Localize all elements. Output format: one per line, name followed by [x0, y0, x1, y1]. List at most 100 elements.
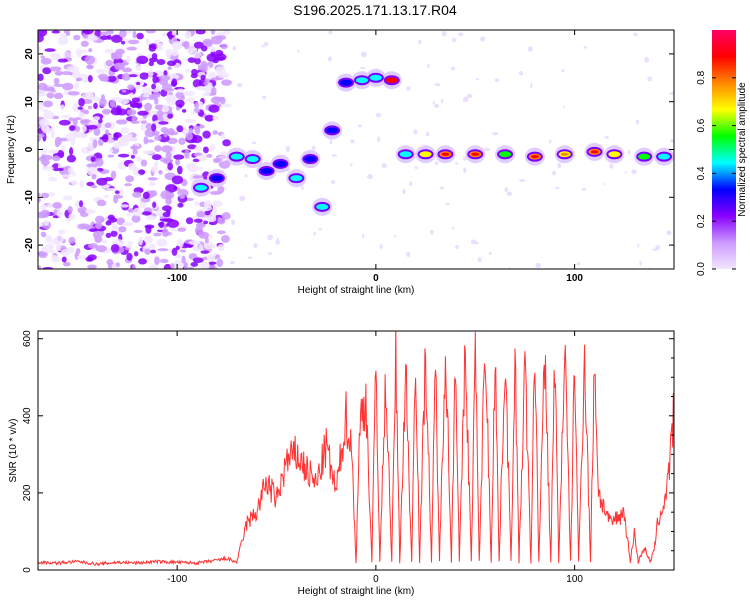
noise-cell	[122, 221, 134, 227]
noise-cell	[79, 180, 84, 189]
noise-cell	[60, 104, 65, 111]
noise-cell	[203, 220, 209, 225]
noise-cell	[40, 146, 48, 155]
noise-cell	[120, 127, 130, 134]
noise-cell	[215, 66, 226, 75]
noise-cell	[57, 58, 69, 63]
ridge-core	[246, 156, 259, 163]
noise-cell	[143, 235, 154, 244]
noise-cell	[49, 66, 62, 72]
noise-cell	[195, 86, 206, 91]
noise-cell	[329, 139, 333, 145]
noise-cell	[166, 60, 176, 67]
noise-cell	[609, 163, 614, 169]
noise-cell	[194, 51, 202, 59]
noise-cell	[80, 40, 89, 47]
noise-cell	[177, 202, 184, 208]
noise-cell	[200, 74, 206, 80]
noise-cell	[176, 125, 184, 133]
noise-cell	[175, 158, 180, 166]
noise-cell	[131, 115, 137, 124]
noise-cell	[57, 167, 64, 172]
noise-cell	[92, 139, 98, 149]
noise-cell	[161, 205, 172, 212]
noise-cell	[91, 174, 97, 180]
noise-cell	[171, 48, 179, 57]
noise-cell	[113, 132, 122, 138]
ridge-core	[499, 151, 512, 158]
noise-cell	[451, 37, 457, 43]
noise-cell	[561, 68, 565, 73]
noise-cell	[131, 102, 141, 108]
noise-cell	[108, 149, 114, 153]
noise-cell	[247, 256, 253, 259]
noise-cell	[132, 191, 142, 198]
snr-y-tick-label: 200	[22, 484, 33, 501]
noise-cell	[38, 45, 41, 53]
noise-cell	[72, 117, 78, 126]
noise-cell	[194, 102, 200, 109]
noise-cell	[50, 89, 56, 93]
noise-cell	[666, 230, 672, 236]
noise-cell	[367, 174, 373, 180]
noise-cell	[75, 248, 81, 255]
noise-cell	[53, 83, 65, 87]
noise-cell	[90, 156, 96, 162]
noise-cell	[49, 127, 55, 133]
noise-cell	[406, 251, 411, 258]
noise-cell	[102, 108, 111, 115]
noise-cell	[158, 79, 169, 86]
noise-cell	[156, 43, 164, 47]
noise-cell	[153, 232, 162, 237]
noise-cell	[318, 228, 323, 231]
noise-cell	[142, 150, 154, 155]
noise-cell	[301, 185, 304, 190]
noise-cell	[170, 226, 177, 232]
noise-cell	[180, 249, 187, 253]
noise-cell	[670, 139, 674, 143]
snr-x-tick-label: 100	[566, 574, 583, 585]
noise-cell	[103, 194, 110, 199]
noise-cell	[116, 108, 127, 116]
noise-cell	[357, 124, 362, 128]
noise-cell	[220, 96, 226, 105]
noise-cell	[135, 156, 143, 162]
noise-cell	[42, 266, 54, 269]
ridge-core	[369, 74, 382, 81]
noise-cell	[54, 136, 62, 146]
noise-cell	[154, 134, 162, 141]
noise-cell	[527, 46, 533, 52]
noise-cell	[163, 87, 175, 92]
noise-cell	[138, 236, 143, 246]
snr-line	[38, 331, 674, 567]
noise-cell	[127, 84, 135, 90]
noise-cell	[150, 190, 158, 197]
noise-cell	[140, 122, 146, 132]
noise-cell	[90, 121, 95, 125]
noise-cell	[206, 254, 216, 262]
noise-cell	[68, 213, 76, 221]
noise-cell	[77, 223, 90, 229]
noise-cell	[156, 238, 168, 247]
noise-cell	[148, 243, 156, 251]
noise-cell	[62, 82, 74, 91]
noise-cell	[96, 177, 108, 186]
noise-cell	[187, 266, 195, 269]
noise-cell	[217, 185, 225, 194]
noise-cell	[151, 123, 157, 132]
ridge-core	[304, 156, 317, 163]
noise-cell	[185, 97, 196, 104]
noise-cell	[244, 174, 248, 178]
snr-y-tick-label: 600	[22, 330, 33, 347]
noise-cell	[162, 32, 167, 37]
noise-cell	[68, 236, 76, 245]
noise-cell	[165, 151, 172, 161]
noise-cell	[113, 195, 119, 204]
noise-cell	[156, 109, 164, 117]
noise-cell	[506, 191, 513, 196]
noise-cell	[54, 235, 64, 244]
ridge-core	[608, 151, 621, 158]
noise-cell	[165, 184, 178, 193]
noise-cell	[42, 100, 54, 108]
noise-cell	[494, 78, 500, 82]
